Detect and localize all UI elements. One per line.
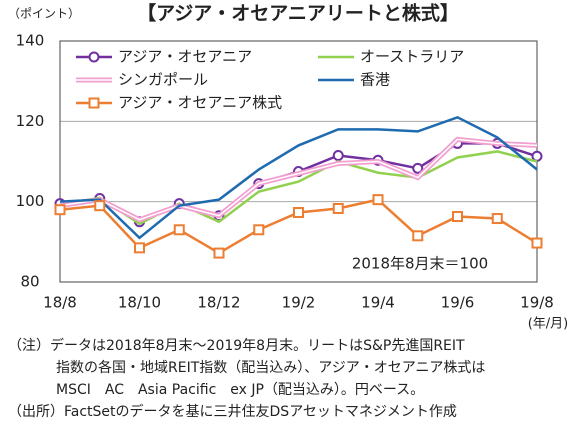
- x-tick-label: 19/8: [520, 294, 554, 312]
- legend-label: アジア・オセアニア: [118, 48, 252, 66]
- y-tick-label: 80: [20, 273, 39, 291]
- point: [372, 194, 384, 206]
- x-tick-label: 18/10: [118, 294, 161, 312]
- x-tick-label: 19/6: [441, 294, 475, 312]
- point: [452, 211, 463, 223]
- y-axis-label: （ポイント）: [8, 7, 80, 21]
- note: MSCI AC Asia Pacific ex JP（配当込み）。円ベース。: [56, 382, 424, 398]
- legend-label: シンガポール: [118, 71, 208, 89]
- y-tick-label: 100: [16, 192, 45, 210]
- point: [253, 224, 265, 236]
- legend-marker: [88, 97, 100, 109]
- x-tick-label: 19/2: [282, 294, 316, 312]
- point: [54, 204, 66, 216]
- annotation: 2018年8月末＝100: [352, 255, 488, 273]
- point: [134, 242, 145, 254]
- point: [412, 162, 424, 174]
- series-line-inner: [59, 138, 538, 221]
- x-axis-unit: (年/月): [528, 317, 569, 332]
- point: [293, 207, 304, 219]
- point: [412, 230, 424, 242]
- legend-label: 香港: [360, 71, 390, 89]
- point: [332, 149, 344, 161]
- legend-label: アジア・オセアニア株式: [118, 94, 282, 112]
- note: （注）データは2018年8月末～2019年8月末。リートはS&P先進国REIT: [8, 337, 465, 354]
- point: [213, 247, 225, 259]
- chart-title: 【アジア・オセアニアリートと株式】: [137, 2, 459, 25]
- legend-label: オーストラリア: [360, 48, 464, 66]
- point: [332, 202, 344, 214]
- legend-marker: [88, 51, 100, 63]
- y-tick-label: 120: [16, 112, 45, 130]
- x-tick-label: 18/12: [197, 294, 240, 312]
- x-tick-label: 19/4: [361, 294, 395, 312]
- point: [173, 224, 185, 236]
- point: [94, 200, 106, 212]
- point: [531, 237, 543, 249]
- x-tick-label: 18/8: [43, 294, 77, 312]
- series-line: [59, 115, 538, 240]
- note: （出所）FactSetのデータを基に三井住友DSアセットマネジメント作成: [8, 403, 457, 420]
- y-tick-label: 140: [16, 32, 45, 50]
- point: [491, 213, 503, 225]
- series-line: [59, 150, 538, 226]
- note: 指数の各国・地域REIT指数（配当込み）、アジア・オセアニア株式は: [56, 360, 485, 376]
